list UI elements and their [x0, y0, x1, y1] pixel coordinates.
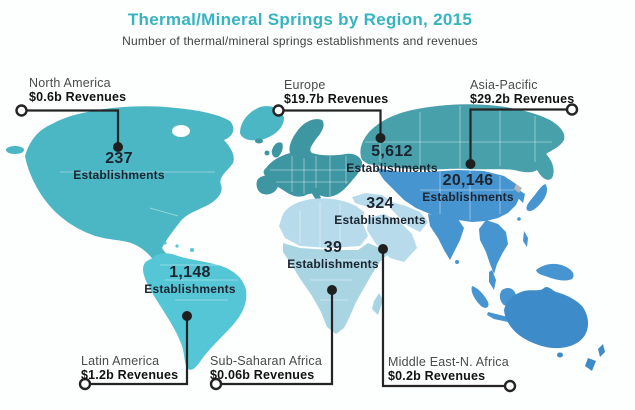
- region-shape-indochina: [479, 220, 508, 274]
- region-shape-caribbean-2: [175, 244, 179, 248]
- region-shape-iceland: [255, 138, 263, 144]
- region-shape-turkey: [352, 193, 390, 207]
- callout-endpoints: [15, 103, 579, 393]
- callout-line-middle-east-n-africa: [381, 249, 504, 388]
- callout-dot-north-america: [113, 142, 123, 152]
- callout-label-asia-pacific: Asia-Pacific $29.2b Revenues: [470, 78, 575, 106]
- region-shape-arabian-peninsula: [367, 214, 417, 262]
- callout-dot-sub-saharan-africa: [327, 285, 337, 295]
- page-subtitle: Number of thermal/mineral springs establ…: [122, 34, 478, 48]
- establishments-caption: Establishments: [73, 168, 165, 182]
- region-shape-ireland: [264, 150, 270, 156]
- establishments-caption: Establishments: [422, 190, 514, 204]
- region-name: Latin America: [81, 354, 160, 368]
- callout-ring-north-america: [15, 104, 28, 117]
- region-shape-japan: [526, 184, 548, 212]
- callout-ring-latin-america: [78, 377, 92, 391]
- region-revenue: $19.7b Revenues: [284, 91, 389, 106]
- callout-ring-europe: [272, 104, 285, 117]
- callout-dot-asia-pacific: [465, 159, 476, 169]
- region-shape-north-america: [25, 106, 234, 268]
- region-shape-alaska-islands: [6, 146, 24, 154]
- callout-label-europe: Europe $19.7b Revenues: [284, 78, 389, 106]
- establishments-count: 1,148: [169, 264, 211, 281]
- callout-ring-sub-saharan-africa: [209, 377, 223, 391]
- callout-connectors: [27, 108, 566, 388]
- region-name: Europe: [284, 78, 326, 92]
- callout-dot-europe: [375, 133, 386, 143]
- region-shape-north-korea-gray: [514, 184, 522, 193]
- map-stat-sub-saharan-africa: 39 Establishments: [263, 240, 403, 271]
- map-stat-north-america: 237 Establishments: [49, 151, 189, 182]
- map-stat-middle-east-n-africa: 324 Establishments: [310, 196, 450, 227]
- header: Thermal/Mineral Springs by Region, 2015 …: [0, 10, 600, 48]
- callout-dot-latin-america: [182, 311, 192, 321]
- callout-ring-asia-pacific: [565, 103, 579, 116]
- page-title: Thermal/Mineral Springs by Region, 2015: [127, 10, 473, 29]
- establishments-count: 5,612: [371, 143, 413, 160]
- map-stat-asia-pacific: 20,146 Establishments: [398, 173, 538, 204]
- region-shape-taiwan: [517, 217, 521, 221]
- region-shape-new-guinea: [536, 263, 574, 281]
- region-shape-sri-lanka: [455, 260, 459, 264]
- establishments-caption: Establishments: [144, 282, 236, 296]
- region-shape-south-america: [143, 253, 247, 370]
- region-name: North America: [29, 76, 111, 90]
- region-shape-madagascar: [372, 293, 383, 315]
- region-shape-tasmania: [557, 352, 563, 358]
- region-shape-italy: [311, 184, 321, 200]
- map-stat-europe: 5,612 Establishments: [322, 144, 462, 175]
- establishments-count: 39: [323, 239, 343, 256]
- callout-label-sub-saharan-africa: Sub-Saharan Africa $0.06b Revenues: [210, 354, 322, 382]
- establishments-count: 324: [366, 195, 394, 212]
- region-shape-sumatra: [471, 286, 489, 308]
- region-revenue: $1.2b Revenues: [81, 367, 179, 382]
- establishments-caption: Establishments: [287, 257, 379, 271]
- region-shape-caribbean-1: [163, 241, 167, 245]
- callout-label-latin-america: Latin America $1.2b Revenues: [81, 354, 179, 382]
- region-shape-iberia: [256, 175, 279, 195]
- region-shape-philippines: [523, 231, 528, 247]
- region-shape-new-zealand-south: [585, 358, 596, 371]
- callout-line-sub-saharan-africa: [222, 290, 334, 386]
- map-regions: [6, 104, 605, 371]
- callout-ring-middle-east-n-africa: [503, 379, 517, 393]
- region-revenue: $0.6b Revenues: [29, 89, 127, 104]
- region-shape-caribbean-3: [190, 248, 194, 252]
- establishments-count: 237: [105, 150, 133, 167]
- callout-label-middle-east-n-africa: Middle East-N. Africa $0.2b Revenues: [388, 355, 509, 383]
- establishments-caption: Establishments: [346, 161, 438, 175]
- callout-line-latin-america: [91, 316, 189, 386]
- establishments-caption: Establishments: [334, 213, 426, 227]
- callout-line-asia-pacific: [469, 108, 566, 164]
- region-shape-north-africa: [279, 198, 368, 248]
- region-shape-java: [487, 312, 512, 322]
- country-border-lines: [60, 106, 552, 301]
- callout-line-europe: [284, 109, 382, 138]
- region-revenue: $0.2b Revenues: [388, 368, 486, 383]
- region-shape-iran: [390, 202, 428, 232]
- establishments-count: 20,146: [442, 172, 494, 189]
- region-revenue: $29.2b Revenues: [470, 91, 575, 106]
- region-shape-australia: [504, 286, 589, 349]
- region-shape-greenland: [240, 106, 284, 141]
- region-shape-europe: [263, 119, 362, 197]
- callout-label-north-america: North America $0.6b Revenues: [29, 76, 127, 104]
- callout-line-north-america: [27, 109, 120, 147]
- region-name: Sub-Saharan Africa: [210, 354, 322, 368]
- hudson-bay-water: [172, 125, 190, 137]
- region-shape-korea: [518, 190, 525, 203]
- region-shape-new-zealand-north: [598, 344, 605, 357]
- region-shape-india: [428, 214, 464, 260]
- region-shape-uk: [271, 142, 283, 158]
- region-shape-malay-peninsula: [489, 270, 496, 290]
- region-shape-central-east-asia: [376, 168, 521, 222]
- map-stat-latin-america: 1,148 Establishments: [120, 265, 260, 296]
- callout-dot-middle-east-n-africa: [378, 244, 388, 254]
- region-name: Asia-Pacific: [470, 78, 538, 92]
- region-name: Middle East-N. Africa: [388, 355, 509, 369]
- region-revenue: $0.06b Revenues: [210, 367, 315, 382]
